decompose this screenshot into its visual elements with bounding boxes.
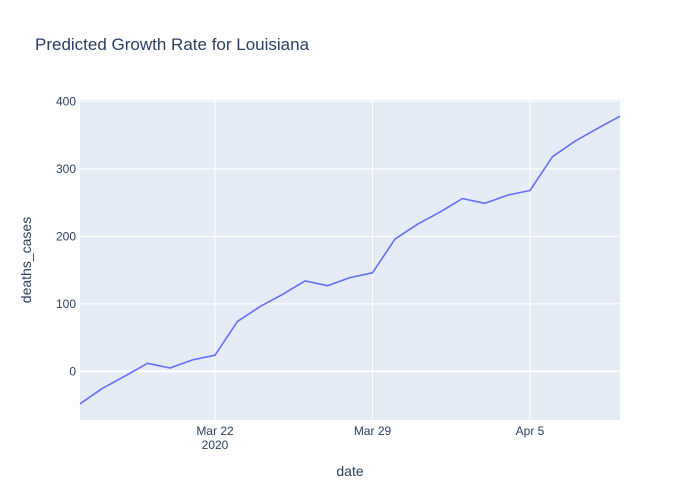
x-tick-sublabel: 2020 xyxy=(202,438,229,452)
x-tick-label: Mar 29 xyxy=(354,424,392,438)
y-axis-title: deaths_cases xyxy=(18,217,34,303)
y-tick-label: 100 xyxy=(56,297,76,311)
y-axis-ticks: 0 100 200 300 400 xyxy=(56,94,76,378)
x-axis-title: date xyxy=(336,463,363,479)
series-line xyxy=(79,115,621,405)
y-tick-label: 300 xyxy=(56,162,76,176)
x-tick-label: Apr 5 xyxy=(516,424,545,438)
x-tick-label: Mar 22 xyxy=(196,424,234,438)
y-tick-label: 200 xyxy=(56,229,76,243)
chart-title: Predicted Growth Rate for Louisiana xyxy=(35,35,310,54)
series xyxy=(79,115,621,405)
y-tick-label: 400 xyxy=(56,94,76,108)
y-tick-label: 0 xyxy=(69,364,76,378)
grid xyxy=(80,100,620,420)
